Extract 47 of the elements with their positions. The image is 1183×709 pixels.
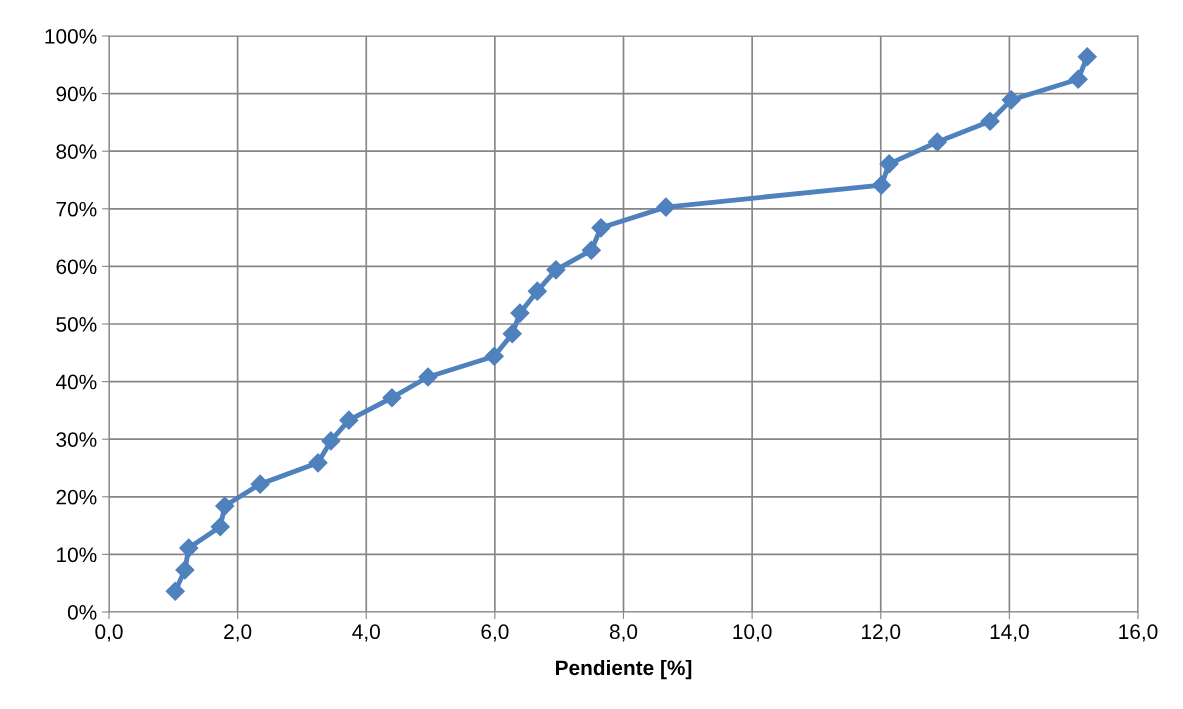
point	[871, 175, 891, 195]
point	[656, 197, 676, 217]
y-tick-label: 30%	[56, 432, 97, 447]
point	[250, 474, 270, 494]
point	[1001, 90, 1021, 110]
x-tick-label: 12,0	[862, 624, 901, 642]
point	[215, 496, 235, 516]
point	[179, 538, 199, 558]
point	[581, 240, 601, 260]
y-tick-label: 50%	[56, 317, 97, 332]
point	[308, 453, 328, 473]
y-tick-label: 80%	[56, 144, 97, 159]
point	[927, 132, 947, 152]
x-tick-label: 16,0	[1119, 624, 1158, 642]
point	[546, 260, 566, 280]
point	[591, 218, 611, 238]
x-tick-label: 2,0	[224, 624, 252, 642]
y-tick-label: 10%	[57, 547, 97, 563]
y-tick-label: 100%	[45, 29, 97, 44]
y-tick-label: 20%	[56, 489, 97, 505]
y-tick-label: 70%	[56, 201, 97, 217]
point	[527, 281, 547, 301]
y-tick-label: 90%	[56, 86, 97, 102]
point	[502, 324, 522, 344]
y-tick-label: 60%	[56, 259, 97, 275]
x-tick-label: 4,0	[352, 624, 380, 642]
point	[510, 303, 530, 323]
point	[165, 581, 185, 601]
y-tick-label: 40%	[55, 374, 97, 390]
point	[382, 388, 402, 408]
x-tick-label: 0,0	[95, 624, 123, 642]
y-tick-label: 0%	[67, 605, 97, 620]
point	[1077, 47, 1097, 67]
point	[339, 410, 359, 430]
point	[175, 560, 195, 580]
point	[210, 517, 230, 537]
x-tick-label: 10,0	[733, 624, 772, 642]
x-axis-title: Pendiente [%]	[556, 659, 692, 680]
point	[418, 367, 438, 387]
point	[980, 111, 1000, 131]
point	[484, 346, 504, 366]
x-tick-label: 8,0	[609, 624, 638, 642]
point	[1068, 69, 1088, 89]
point	[879, 154, 899, 174]
point	[321, 431, 341, 451]
x-tick-label: 6,0	[481, 624, 509, 642]
x-tick-label: 14,0	[990, 624, 1029, 642]
